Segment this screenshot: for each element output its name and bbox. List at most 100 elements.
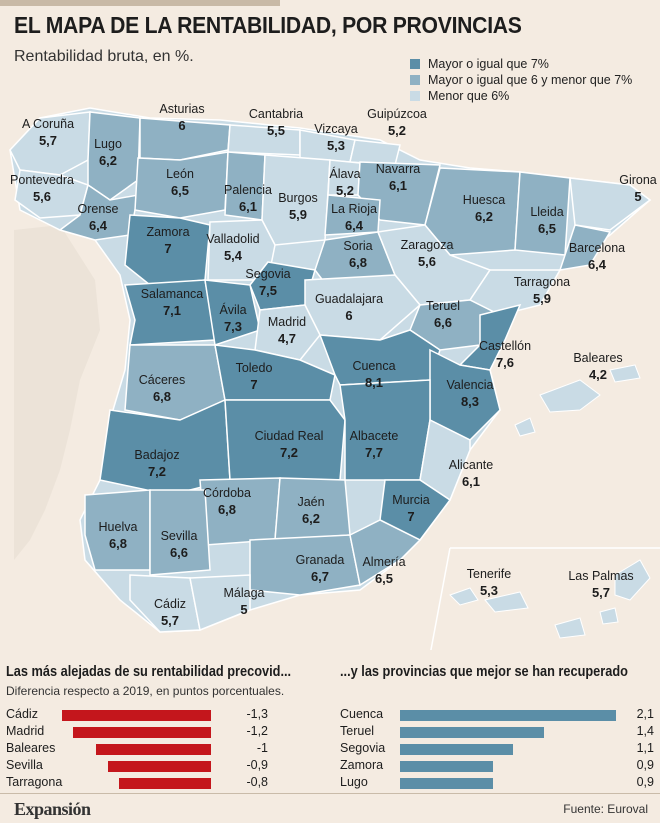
bar-value-label: 0,9 [636, 758, 654, 772]
bar-mark [400, 778, 493, 789]
brand-logo: Expansión [14, 799, 91, 819]
province-value-label: 6,5 [538, 221, 556, 236]
province-name-label: Orense [78, 202, 119, 216]
province-name-label: Cáceres [139, 373, 186, 387]
province-value-label: 7,7 [365, 445, 383, 460]
province-value-label: 6,2 [99, 153, 117, 168]
bar-value-label: -1,3 [246, 707, 268, 721]
province-value-label: 8,3 [461, 394, 479, 409]
region-murcia [379, 479, 452, 541]
province-name-label: Albacete [350, 429, 399, 443]
province-value-label: 8,1 [365, 375, 383, 390]
province-value-label: 7,6 [496, 355, 514, 370]
province-value-label: 7,1 [163, 303, 181, 318]
legend-swatch-high [410, 59, 420, 69]
bar-category-label: Zamora [340, 758, 384, 772]
province-value-label: 5,4 [224, 248, 243, 263]
province-name-label: Granada [296, 553, 345, 567]
left-panel-title: Las más alejadas de su rentabilidad prec… [6, 664, 292, 680]
province-name-label: Soria [343, 239, 372, 253]
bar-mark [119, 778, 211, 789]
province-name-label: Cantabria [249, 107, 303, 121]
province-name-label: Madrid [268, 315, 306, 329]
province-name-label: Málaga [224, 586, 265, 600]
province-value-label: 5,9 [533, 291, 551, 306]
province-name-label: Zamora [146, 225, 189, 239]
province-value-label: 7 [250, 377, 257, 392]
province-name-label: Teruel [426, 299, 460, 313]
province-name-label: Lleida [530, 205, 563, 219]
province-value-label: 6,6 [170, 545, 188, 560]
bar-value-label: -0,9 [246, 758, 268, 772]
province-value-label: 6,4 [89, 218, 108, 233]
province-name-label: Toledo [236, 361, 273, 375]
province-name-label: Badajoz [134, 448, 179, 462]
region-ciudad-real [224, 399, 346, 481]
province-name-label: Huelva [99, 520, 138, 534]
province-value-label: 7 [164, 241, 171, 256]
province-name-label: Baleares [573, 351, 622, 365]
province-name-label: Jaén [297, 495, 324, 509]
province-value-label: 7,5 [259, 283, 277, 298]
legend-swatch-low [410, 91, 420, 101]
top-rule [0, 0, 280, 6]
region-jaen [274, 477, 351, 541]
province-name-label: Guadalajara [315, 292, 383, 306]
region-almeria [349, 519, 422, 587]
province-value-label: 6,8 [153, 389, 171, 404]
province-value-label: 7,3 [224, 319, 242, 334]
right-panel-title: ...y las provincias que mejor se han rec… [340, 664, 628, 680]
province-name-label: Cádiz [154, 597, 186, 611]
province-value-label: 6,2 [475, 209, 493, 224]
source-note: Fuente: Euroval [563, 802, 648, 816]
province-name-label: Córdoba [203, 486, 251, 500]
province-value-label: 6,4 [345, 218, 364, 233]
province-value-label: 5,2 [388, 123, 406, 138]
portugal-land [14, 225, 100, 560]
bar-mark [107, 761, 211, 772]
bar-category-label: Baleares [6, 741, 56, 755]
bar-mark [400, 744, 514, 755]
province-value-label: 5,5 [267, 123, 285, 138]
bar-mark [400, 727, 545, 738]
bar-row: Teruel 1,4 [340, 724, 655, 740]
legend-label-low: Menor que 6% [428, 89, 510, 103]
bar-value-label: -1 [256, 741, 268, 755]
province-value-label: 6,1 [239, 199, 257, 214]
province-name-label: Zaragoza [401, 238, 454, 252]
province-name-label: Las Palmas [568, 569, 633, 583]
province-value-label: 5,6 [33, 189, 51, 204]
spain-province-map: A Coruña 5,7 Lugo 6,2 Asturias 6 Cantabria 5,5 V… [9, 102, 660, 650]
province-value-label: 5,6 [418, 254, 436, 269]
province-name-label: Valladolid [206, 232, 259, 246]
region-cantabria [227, 124, 301, 156]
region-barcelona [558, 224, 612, 271]
bar-row: Tarragona -0,8 [6, 775, 326, 791]
province-name-label: Tenerife [467, 567, 512, 581]
province-name-label: Guipúzcoa [367, 107, 427, 121]
province-value-label: 6 [178, 118, 185, 133]
legend: Mayor o igual que 7% Mayor o igual que 6… [410, 56, 632, 104]
province-value-label: 6,7 [311, 569, 329, 584]
bar-value-label: -0,8 [246, 775, 268, 789]
province-value-label: 5,3 [327, 138, 345, 153]
region-huesca [424, 167, 521, 256]
province-name-label: La Rioja [331, 202, 377, 216]
bar-category-label: Teruel [340, 724, 375, 738]
province-name-label: Sevilla [161, 529, 198, 543]
region-tarragona [468, 269, 562, 316]
province-value-label: 5,3 [480, 583, 498, 598]
province-name-label: Valencia [446, 378, 493, 392]
bar-category-label: Cuenca [340, 707, 384, 721]
footer: Expansión Fuente: Euroval [0, 793, 660, 823]
province-value-label: 6,5 [375, 571, 393, 586]
bar-value-label: 1,1 [636, 741, 654, 755]
province-value-label: 6,2 [302, 511, 320, 526]
bar-mark [400, 761, 493, 772]
province-value-label: 6,8 [349, 255, 367, 270]
province-value-label: 5,7 [161, 613, 179, 628]
legend-swatch-mid [410, 75, 420, 85]
province-value-label: 6 [345, 308, 352, 323]
province-name-label: Murcia [392, 493, 430, 507]
legend-item-high: Mayor o igual que 7% [410, 56, 632, 72]
